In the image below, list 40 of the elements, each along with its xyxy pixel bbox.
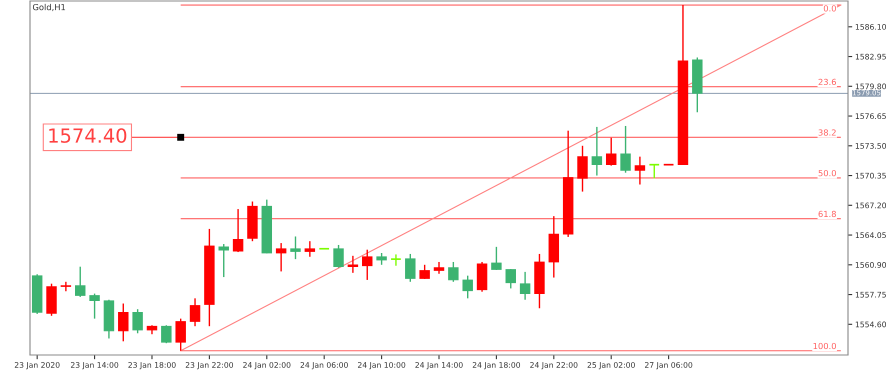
candlestick [648, 164, 660, 180]
candlestick [161, 324, 172, 344]
candlestick [60, 281, 72, 292]
candlestick [577, 145, 588, 192]
candlestick [506, 268, 516, 290]
candlestick [89, 292, 100, 320]
candlestick [390, 254, 402, 266]
annotation: 50.0 [818, 170, 836, 176]
candlestick [606, 137, 616, 166]
candlestick [434, 261, 444, 274]
candlestick [419, 264, 430, 280]
candlestick [520, 271, 530, 300]
candlestick [75, 266, 86, 298]
candlestick [376, 252, 387, 266]
candlestick [448, 261, 459, 282]
annotation: 0.0 [824, 5, 836, 12]
annotation: 23.6 [818, 78, 836, 86]
candlestick [232, 208, 244, 253]
annotation: 61.8 [818, 210, 836, 218]
ref-line-label: 1574.40 [49, 128, 126, 143]
candlestick [362, 248, 372, 281]
candlestick [304, 240, 316, 258]
candlestick [634, 156, 646, 186]
candlestick [276, 242, 286, 272]
candlestick [118, 302, 129, 342]
candlestick [462, 274, 473, 300]
candlestick [620, 125, 631, 174]
annotation: 38.2 [818, 129, 836, 136]
candlestick [190, 298, 200, 327]
candlestick [405, 253, 416, 282]
annotation: 100.0 [814, 342, 836, 350]
candlestick [491, 246, 502, 271]
candlestick [290, 236, 301, 260]
chart-title: Gold,H1 [32, 4, 66, 12]
candlestick [132, 308, 143, 334]
candlestick [218, 243, 229, 278]
candlestick [333, 244, 344, 268]
candlestick [175, 318, 186, 352]
candlestick [592, 126, 602, 176]
candlestick [348, 255, 358, 274]
